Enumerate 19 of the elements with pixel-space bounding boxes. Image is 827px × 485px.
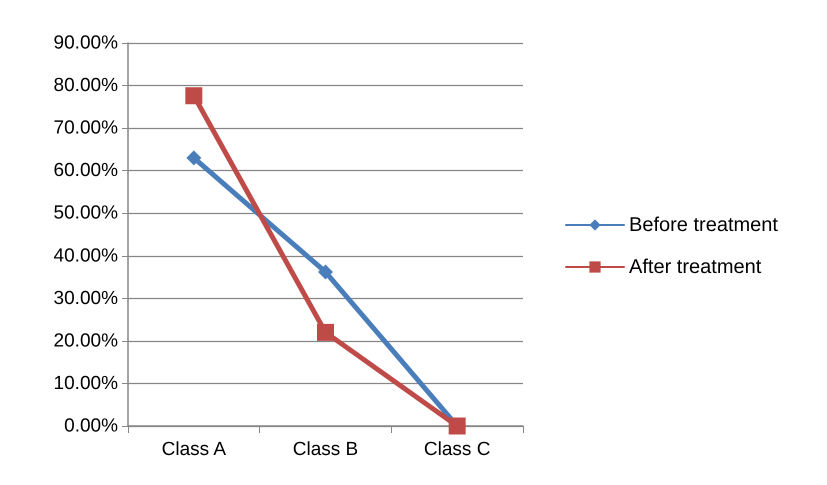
y-tick-label: 60.00% xyxy=(54,160,118,182)
point xyxy=(186,150,202,166)
y-tick-label: 80.00% xyxy=(54,75,118,96)
y-tick-label: 50.00% xyxy=(54,202,118,224)
point xyxy=(185,87,202,104)
y-tick-label: 90.00% xyxy=(54,32,118,54)
x-tick-label: Class A xyxy=(162,439,226,460)
point xyxy=(317,324,334,341)
y-tick-label: 70.00% xyxy=(54,118,118,139)
y-tick-label: 30.00% xyxy=(54,288,118,309)
y-tick-label: 10.00% xyxy=(54,372,118,394)
y-tick-label: 20.00% xyxy=(54,330,118,352)
legend-label: After treatment xyxy=(629,256,762,278)
point xyxy=(318,264,333,280)
x-tick-label: Class B xyxy=(292,439,358,460)
x-tick-label: Class C xyxy=(424,439,490,460)
legend-label: Before treatment xyxy=(629,214,778,236)
y-tick-label: 0.00% xyxy=(64,416,118,436)
y-tick-label: 40.00% xyxy=(54,245,118,266)
